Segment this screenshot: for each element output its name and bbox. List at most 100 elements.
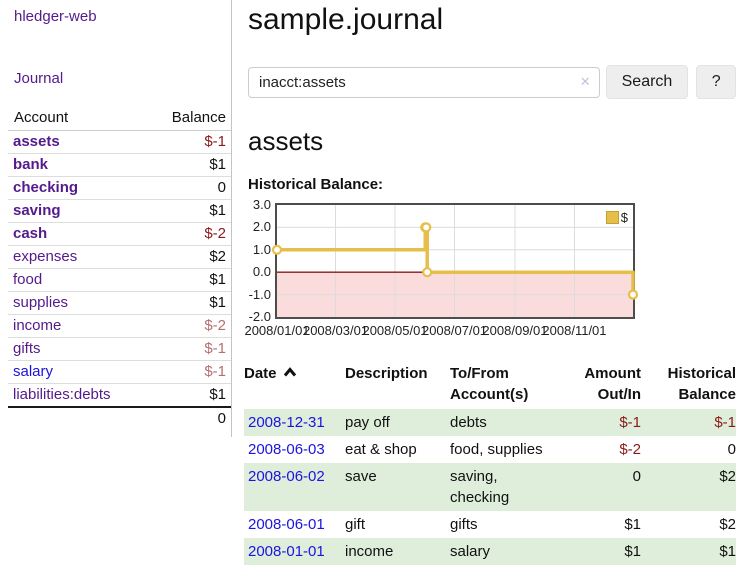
transaction-description: gift	[345, 516, 366, 533]
help-button[interactable]: ?	[696, 65, 736, 99]
transaction-balance: $1	[719, 543, 736, 560]
transaction-balance: $2	[719, 516, 736, 533]
account-row: checking 0	[8, 176, 231, 200]
search-input[interactable]	[248, 66, 600, 98]
clear-search-icon[interactable]: ✕	[579, 73, 591, 89]
account-balance: $-2	[146, 222, 231, 246]
transaction-balance: 0	[727, 441, 736, 458]
accounts-table: Account Balance assets $-1 bank $1 check…	[8, 107, 231, 430]
register-row: 2008-06-01 gift gifts $1 $2	[244, 511, 736, 538]
account-link-food[interactable]: food	[13, 271, 43, 288]
register-row: 2008-01-01 income salary $1 $1	[244, 538, 736, 565]
register-header-description: Description	[345, 365, 428, 382]
y-tick-label: 0.0	[252, 264, 271, 280]
search-button[interactable]: Search	[605, 65, 689, 99]
account-link-bank[interactable]: bank	[13, 156, 49, 173]
register-table: Date Description To/From Account(s) Amou…	[244, 361, 736, 565]
account-link-checking[interactable]: checking	[13, 179, 79, 196]
transaction-accounts: debts	[450, 414, 487, 431]
account-balance: $2	[146, 245, 231, 269]
accounts-header-account: Account	[8, 107, 147, 131]
account-row: bank $1	[8, 153, 231, 177]
account-balance: $-1	[146, 130, 231, 154]
accounts-header-row: Account Balance	[8, 107, 231, 131]
transaction-accounts: saving, checking	[450, 468, 510, 506]
register-header-amount-line1: Amount	[584, 365, 641, 382]
transaction-date-link[interactable]: 2008-01-01	[248, 543, 325, 560]
chart-section-label: Historical Balance:	[248, 176, 384, 193]
x-tick-label: 2008/11/01	[542, 323, 607, 338]
y-tick-label: -2.0	[248, 309, 271, 324]
account-row: gifts $-1	[8, 337, 231, 361]
transaction-description: save	[345, 468, 377, 485]
account-link-liabilities-debts[interactable]: liabilities:debts	[13, 386, 111, 403]
accounts-total-row: 0	[8, 406, 231, 430]
account-balance: $1	[146, 199, 231, 223]
chart-legend: $	[605, 210, 628, 225]
transaction-description: pay off	[345, 414, 390, 431]
transaction-description: eat & shop	[345, 441, 417, 458]
account-row: food $1	[8, 268, 231, 292]
x-tick-label: 2008/01/01	[244, 323, 310, 338]
register-row: 2008-12-31 pay off debts $-1 $-1	[244, 409, 736, 436]
register-header-row: Date Description To/From Account(s) Amou…	[244, 361, 736, 409]
search-box: ✕	[248, 66, 600, 98]
account-balance: $-1	[146, 337, 231, 361]
transaction-date-link[interactable]: 2008-12-31	[248, 414, 325, 431]
x-tick-label: 2008/09/01	[482, 323, 548, 338]
account-row: salary $-1	[8, 360, 231, 384]
account-row: cash $-2	[8, 222, 231, 246]
chart-plot-area: $	[271, 203, 639, 319]
account-row: saving $1	[8, 199, 231, 223]
account-link-income[interactable]: income	[13, 317, 62, 334]
account-row: income $-2	[8, 314, 231, 338]
journal-link-row: Journal	[14, 70, 63, 87]
x-tick-label: 2008/03/01	[302, 323, 369, 338]
account-link-gifts[interactable]: gifts	[13, 340, 41, 357]
chart-canvas	[271, 205, 639, 317]
account-row: assets $-1	[8, 130, 231, 154]
account-link-saving[interactable]: saving	[13, 202, 61, 219]
legend-swatch-icon	[605, 211, 619, 224]
register-header-date-label: Date	[244, 365, 277, 382]
sidebar: hledger-web Journal Account Balance asse…	[0, 0, 232, 437]
account-link-cash[interactable]: cash	[13, 225, 48, 242]
data-point-marker	[421, 222, 432, 233]
account-heading: assets	[248, 126, 324, 156]
register-header-balance: Historical Balance	[641, 361, 736, 409]
register-header-amount-line2: Out/In	[597, 386, 641, 403]
register-header-account-line2: Account(s)	[450, 386, 529, 403]
transaction-date-link[interactable]: 2008-06-03	[248, 441, 325, 458]
app-title-link[interactable]: hledger-web	[14, 8, 97, 25]
account-balance: $1	[146, 268, 231, 292]
account-balance: $-2	[146, 314, 231, 338]
account-balance: $-1	[146, 360, 231, 384]
search-row: ✕ Search ?	[248, 65, 736, 99]
transaction-date-link[interactable]: 2008-06-01	[248, 516, 325, 533]
legend-label: $	[620, 210, 628, 225]
account-link-salary[interactable]: salary	[13, 363, 54, 380]
transaction-description: income	[345, 543, 394, 560]
journal-link[interactable]: Journal	[14, 70, 64, 87]
accounts-header-balance: Balance	[146, 107, 231, 131]
y-tick-label: -1.0	[248, 286, 271, 302]
account-link-assets[interactable]: assets	[13, 133, 60, 150]
transaction-amount: 0	[632, 468, 641, 485]
app-title: hledger-web	[14, 8, 97, 25]
y-tick-label: 3.0	[252, 197, 271, 212]
register-row: 2008-06-02 save saving, checking 0 $2	[244, 463, 736, 511]
data-point-marker	[271, 244, 283, 255]
account-balance: $1	[146, 383, 231, 408]
transaction-date-link[interactable]: 2008-06-02	[248, 468, 325, 485]
register-header-date[interactable]: Date	[244, 361, 345, 409]
register-row: 2008-06-03 eat & shop food, supplies $-2…	[244, 436, 736, 463]
transaction-amount: $1	[624, 516, 641, 533]
account-link-expenses[interactable]: expenses	[13, 248, 78, 265]
account-row: liabilities:debts $1	[8, 383, 231, 408]
register-header-amount: Amount Out/In	[563, 361, 641, 409]
page-title: sample.journal	[248, 3, 444, 36]
account-link-supplies[interactable]: supplies	[13, 294, 69, 311]
register-header-account: To/From Account(s)	[450, 361, 563, 409]
transaction-amount: $-1	[619, 414, 641, 431]
historical-balance-chart: $ 3.0 2.0 1.0 0.0 -1.0 -2.0 2008/01/01 2008/03…	[244, 197, 665, 339]
